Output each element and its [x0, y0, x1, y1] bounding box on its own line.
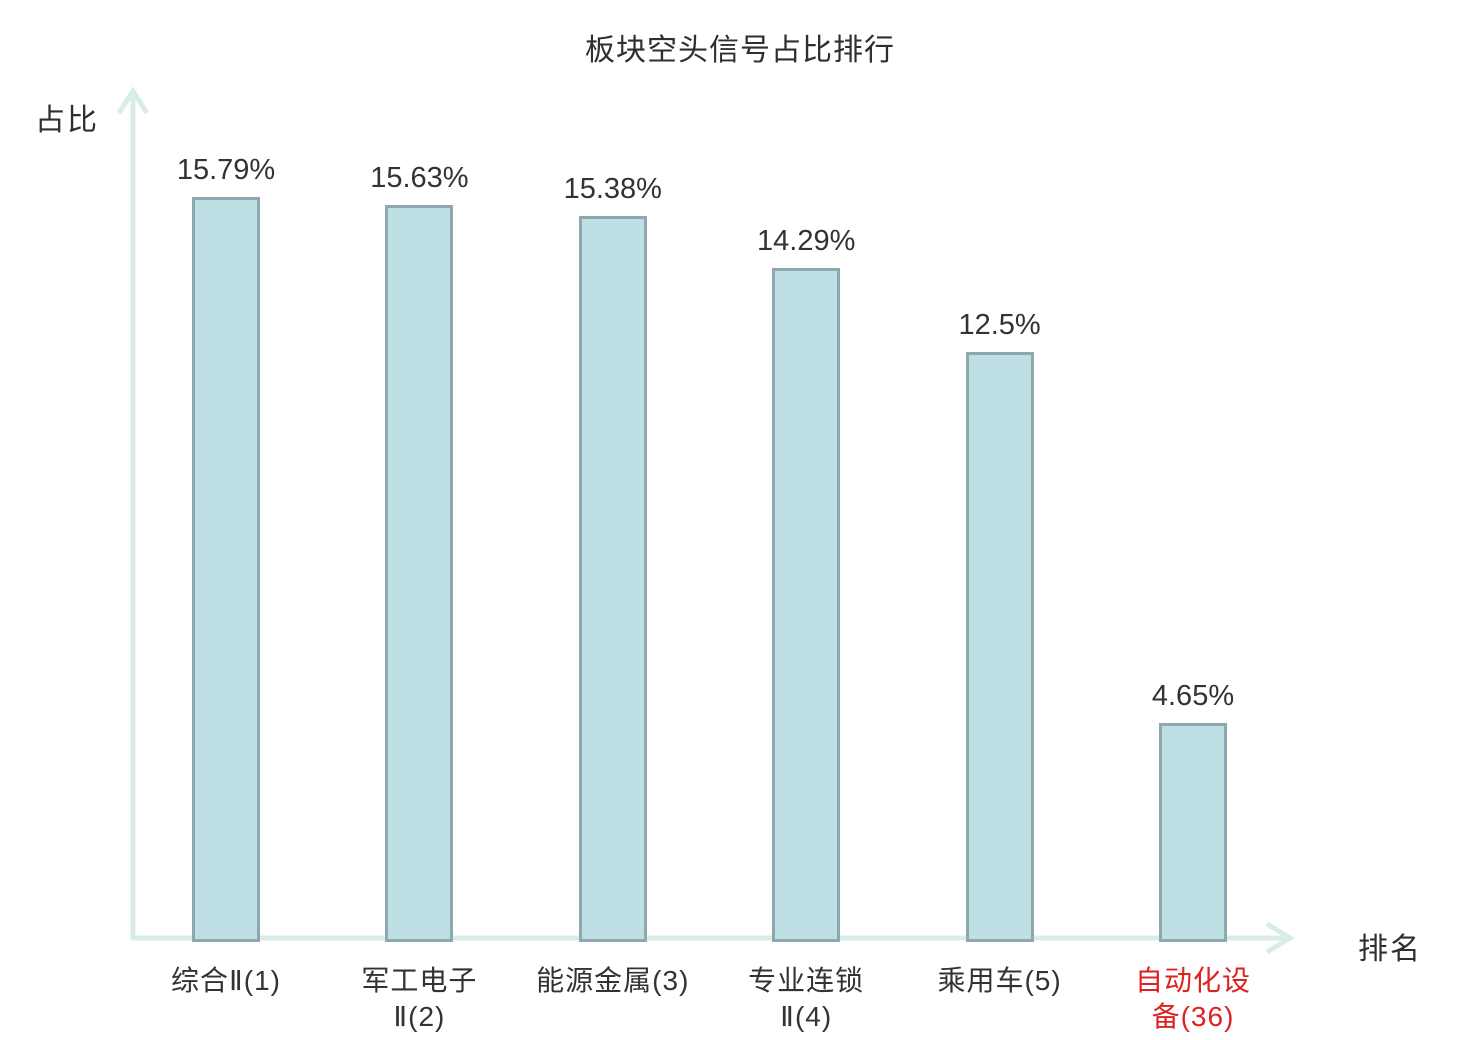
category-label-line: Ⅱ(4): [780, 1001, 833, 1032]
bar-group: 14.29%: [716, 225, 896, 942]
bar: [1159, 723, 1227, 942]
category-label: 综合Ⅱ(1): [126, 963, 326, 999]
category-label: 自动化设备(36): [1093, 963, 1293, 1035]
bar-group: 15.79%: [136, 154, 316, 942]
category-label-line: 能源金属(3): [536, 965, 690, 996]
category-label: 专业连锁 Ⅱ(4): [706, 963, 906, 1035]
bar-group: 4.65%: [1103, 680, 1283, 942]
category-label: 能源金属(3): [513, 963, 713, 999]
bar-group: 12.5%: [910, 309, 1090, 942]
bar: [772, 268, 841, 942]
bar-value-label: 15.79%: [176, 154, 276, 186]
bar-value-label: 4.65%: [1151, 680, 1235, 712]
x-axis-label: 排名: [1358, 933, 1422, 966]
bar-value-label: 12.5%: [958, 309, 1041, 341]
category-label-line: 备(36): [1151, 1001, 1235, 1032]
category-label: 军工电子 Ⅱ(2): [319, 963, 519, 1035]
y-axis-arrow-icon: [116, 86, 150, 115]
category-label: 乘用车(5): [900, 963, 1100, 999]
category-label-line: 军工电子: [361, 965, 478, 996]
category-label-line: Ⅱ(2): [393, 1001, 446, 1032]
category-label-line: 自动化设: [1134, 965, 1251, 996]
bar-value-label: 15.38%: [563, 173, 662, 205]
x-axis-arrow-icon: [1265, 921, 1295, 955]
bar-group: 15.38%: [523, 173, 703, 942]
category-label-line: 乘用车(5): [937, 965, 1062, 996]
bar: [192, 197, 260, 942]
bar: [965, 352, 1034, 942]
chart-title: 板块空头信号占比排行: [585, 34, 895, 67]
bar-value-label: 14.29%: [757, 225, 856, 257]
bar: [578, 216, 647, 942]
bar-group: 15.63%: [329, 162, 509, 942]
category-label-line: 专业连锁: [748, 965, 865, 996]
y-axis-label: 占比: [35, 104, 99, 137]
bar-value-label: 15.63%: [370, 162, 469, 194]
category-label-line: 综合Ⅱ(1): [170, 965, 281, 996]
bar: [385, 205, 454, 942]
